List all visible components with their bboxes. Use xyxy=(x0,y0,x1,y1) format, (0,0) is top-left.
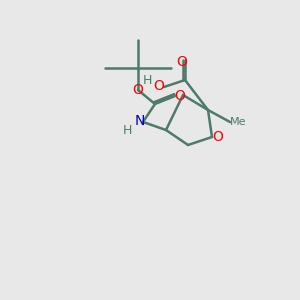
Text: N: N xyxy=(135,114,145,128)
Text: O: O xyxy=(177,55,188,69)
Text: O: O xyxy=(154,79,164,93)
Text: Me: Me xyxy=(230,117,246,127)
Text: O: O xyxy=(175,89,185,103)
Text: O: O xyxy=(133,83,143,97)
Text: H: H xyxy=(122,124,132,136)
Text: O: O xyxy=(213,130,224,144)
Text: H: H xyxy=(142,74,152,88)
